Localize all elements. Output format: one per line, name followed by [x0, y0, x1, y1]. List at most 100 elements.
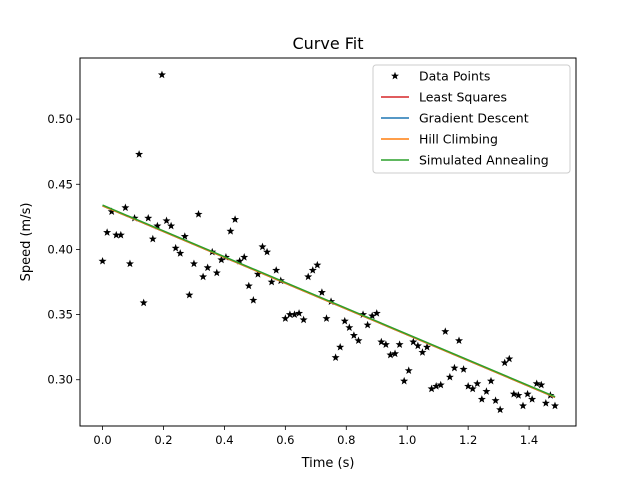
- data-point: [391, 349, 400, 358]
- data-point: [176, 249, 185, 257]
- data-point: [125, 259, 134, 268]
- data-point: [455, 336, 463, 345]
- data-point: [226, 226, 235, 235]
- data-point: [331, 353, 340, 361]
- data-point: [153, 221, 162, 230]
- data-point: [162, 216, 171, 225]
- y-tick-label: 0.50: [47, 112, 73, 126]
- x-tick-label: 1.4: [520, 433, 538, 447]
- data-point: [130, 213, 139, 222]
- x-tick-label: 0.0: [93, 433, 111, 447]
- data-point: [249, 296, 258, 304]
- x-tick-label: 1.2: [459, 433, 477, 447]
- y-tick-label: 0.40: [47, 242, 73, 256]
- x-axis-ticks: 0.0 0.2 0.4 0.6 0.8 1.0 1.2 1.4: [93, 426, 538, 447]
- data-point: [171, 243, 180, 252]
- data-point: [345, 323, 354, 332]
- data-point: [441, 327, 450, 335]
- data-point: [468, 384, 477, 393]
- data-point: [240, 253, 249, 261]
- legend-label: Simulated Annealing: [419, 153, 549, 168]
- data-point: [121, 203, 130, 212]
- data-point: [107, 207, 116, 216]
- data-point: [144, 213, 153, 222]
- data-point: [299, 315, 308, 324]
- data-point: [377, 337, 386, 346]
- x-tick-label: 0.6: [276, 433, 294, 447]
- data-point: [199, 272, 208, 281]
- data-point: [217, 255, 226, 264]
- axes-frame: [79, 57, 577, 427]
- data-point: [317, 288, 326, 296]
- legend-label: Hill Climbing: [419, 132, 498, 147]
- data-point: [514, 391, 523, 399]
- data-point: [112, 230, 121, 239]
- data-point: [304, 272, 313, 281]
- data-point: [523, 389, 532, 398]
- data-point: [445, 372, 454, 381]
- data-point: [203, 263, 212, 272]
- x-axis-label: Time (s): [301, 456, 355, 471]
- data-point: [157, 70, 166, 79]
- data-point: [372, 309, 381, 317]
- data-point: [354, 336, 363, 345]
- legend-label: Least Squares: [419, 90, 507, 105]
- data-point: [395, 340, 404, 348]
- data-point: [103, 228, 112, 236]
- data-point: [509, 389, 518, 398]
- data-point: [185, 290, 194, 299]
- chart-title: Curve Fit: [292, 34, 363, 53]
- data-point: [340, 316, 349, 325]
- data-point: [368, 311, 377, 320]
- data-point: [423, 342, 432, 351]
- data-point: [363, 320, 372, 329]
- data-point: [496, 405, 505, 414]
- data-point: [290, 310, 299, 318]
- legend-box: [372, 64, 571, 174]
- data-point: [349, 331, 358, 339]
- data-point: [313, 260, 322, 269]
- data-point: [418, 348, 427, 356]
- data-point: [180, 232, 189, 240]
- data-point: [381, 340, 390, 348]
- data-point: [450, 363, 459, 372]
- data-point: [295, 309, 304, 317]
- data-point: [322, 314, 331, 322]
- data-point: [482, 387, 491, 395]
- data-point: [436, 380, 445, 389]
- y-axis-label: Speed (m/s): [19, 203, 34, 282]
- data-point: [459, 365, 468, 373]
- data-point: [148, 234, 157, 243]
- data-point: [413, 341, 422, 350]
- data-point: [404, 366, 413, 375]
- data-point: [98, 256, 107, 265]
- data-point: [473, 379, 482, 388]
- x-tick-label: 0.4: [215, 433, 233, 447]
- data-point: [532, 379, 541, 388]
- data-point: [487, 376, 495, 385]
- data-point: [477, 395, 486, 403]
- data-point: [550, 401, 559, 410]
- legend: Data Points Least Squares Gradient Descent…: [372, 64, 571, 174]
- data-point: [464, 382, 473, 390]
- data-point: [359, 310, 368, 318]
- y-tick-label: 0.30: [47, 373, 73, 387]
- y-axis-ticks: 0.30 0.35 0.40 0.45 0.50: [47, 112, 80, 387]
- data-point: [537, 380, 546, 389]
- data-point: [231, 215, 240, 223]
- data-point: [267, 277, 276, 286]
- data-point: [263, 247, 272, 256]
- data-point: [189, 259, 198, 268]
- legend-marker: [391, 71, 399, 80]
- data-point: [541, 399, 550, 407]
- data-point: [272, 266, 281, 274]
- data-point: [285, 310, 294, 318]
- plot-area: [98, 70, 559, 414]
- legend-label: Gradient Descent: [419, 111, 529, 126]
- data-point: [253, 269, 262, 278]
- data-point: [400, 376, 409, 385]
- x-tick-label: 1.0: [398, 433, 416, 447]
- data-point: [518, 401, 527, 410]
- data-point: [135, 150, 144, 158]
